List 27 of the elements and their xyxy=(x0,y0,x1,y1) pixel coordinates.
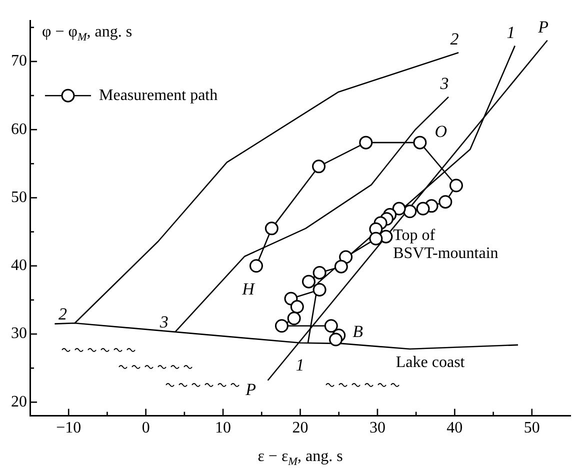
annotation: 3 xyxy=(158,312,168,332)
y-tick-label: 40 xyxy=(11,257,27,274)
y-tick-label: 60 xyxy=(11,120,27,138)
annotation: B xyxy=(352,322,364,341)
series-label: 1 xyxy=(506,22,516,42)
x-tick-label: −10 xyxy=(56,420,82,437)
annotation: 2 xyxy=(58,304,68,324)
annotation: P xyxy=(244,380,256,399)
y-tick-label: 20 xyxy=(11,393,27,410)
y-tick-label: 50 xyxy=(11,188,27,206)
annotation: Top of BSVT-mountain xyxy=(393,226,498,262)
annotation: 1 xyxy=(296,355,304,374)
series-label: 3 xyxy=(439,74,449,93)
legend-label: Measurement path xyxy=(99,86,218,104)
x-tick-label: 40 xyxy=(446,420,463,437)
x-tick-label: 0 xyxy=(142,420,150,437)
series-label: 2 xyxy=(450,30,460,49)
series-label: P xyxy=(537,17,549,36)
x-tick-label: 30 xyxy=(369,420,386,437)
x-tick-label: 10 xyxy=(215,420,232,437)
x-tick-label: 50 xyxy=(524,420,540,437)
y-tick-label: 30 xyxy=(11,325,27,342)
x-tick-label: 20 xyxy=(292,420,308,437)
annotation: O xyxy=(434,122,448,142)
y-tick-label: 70 xyxy=(11,52,27,70)
annotation: H xyxy=(241,279,256,298)
annotation: Lake coast xyxy=(396,354,466,372)
